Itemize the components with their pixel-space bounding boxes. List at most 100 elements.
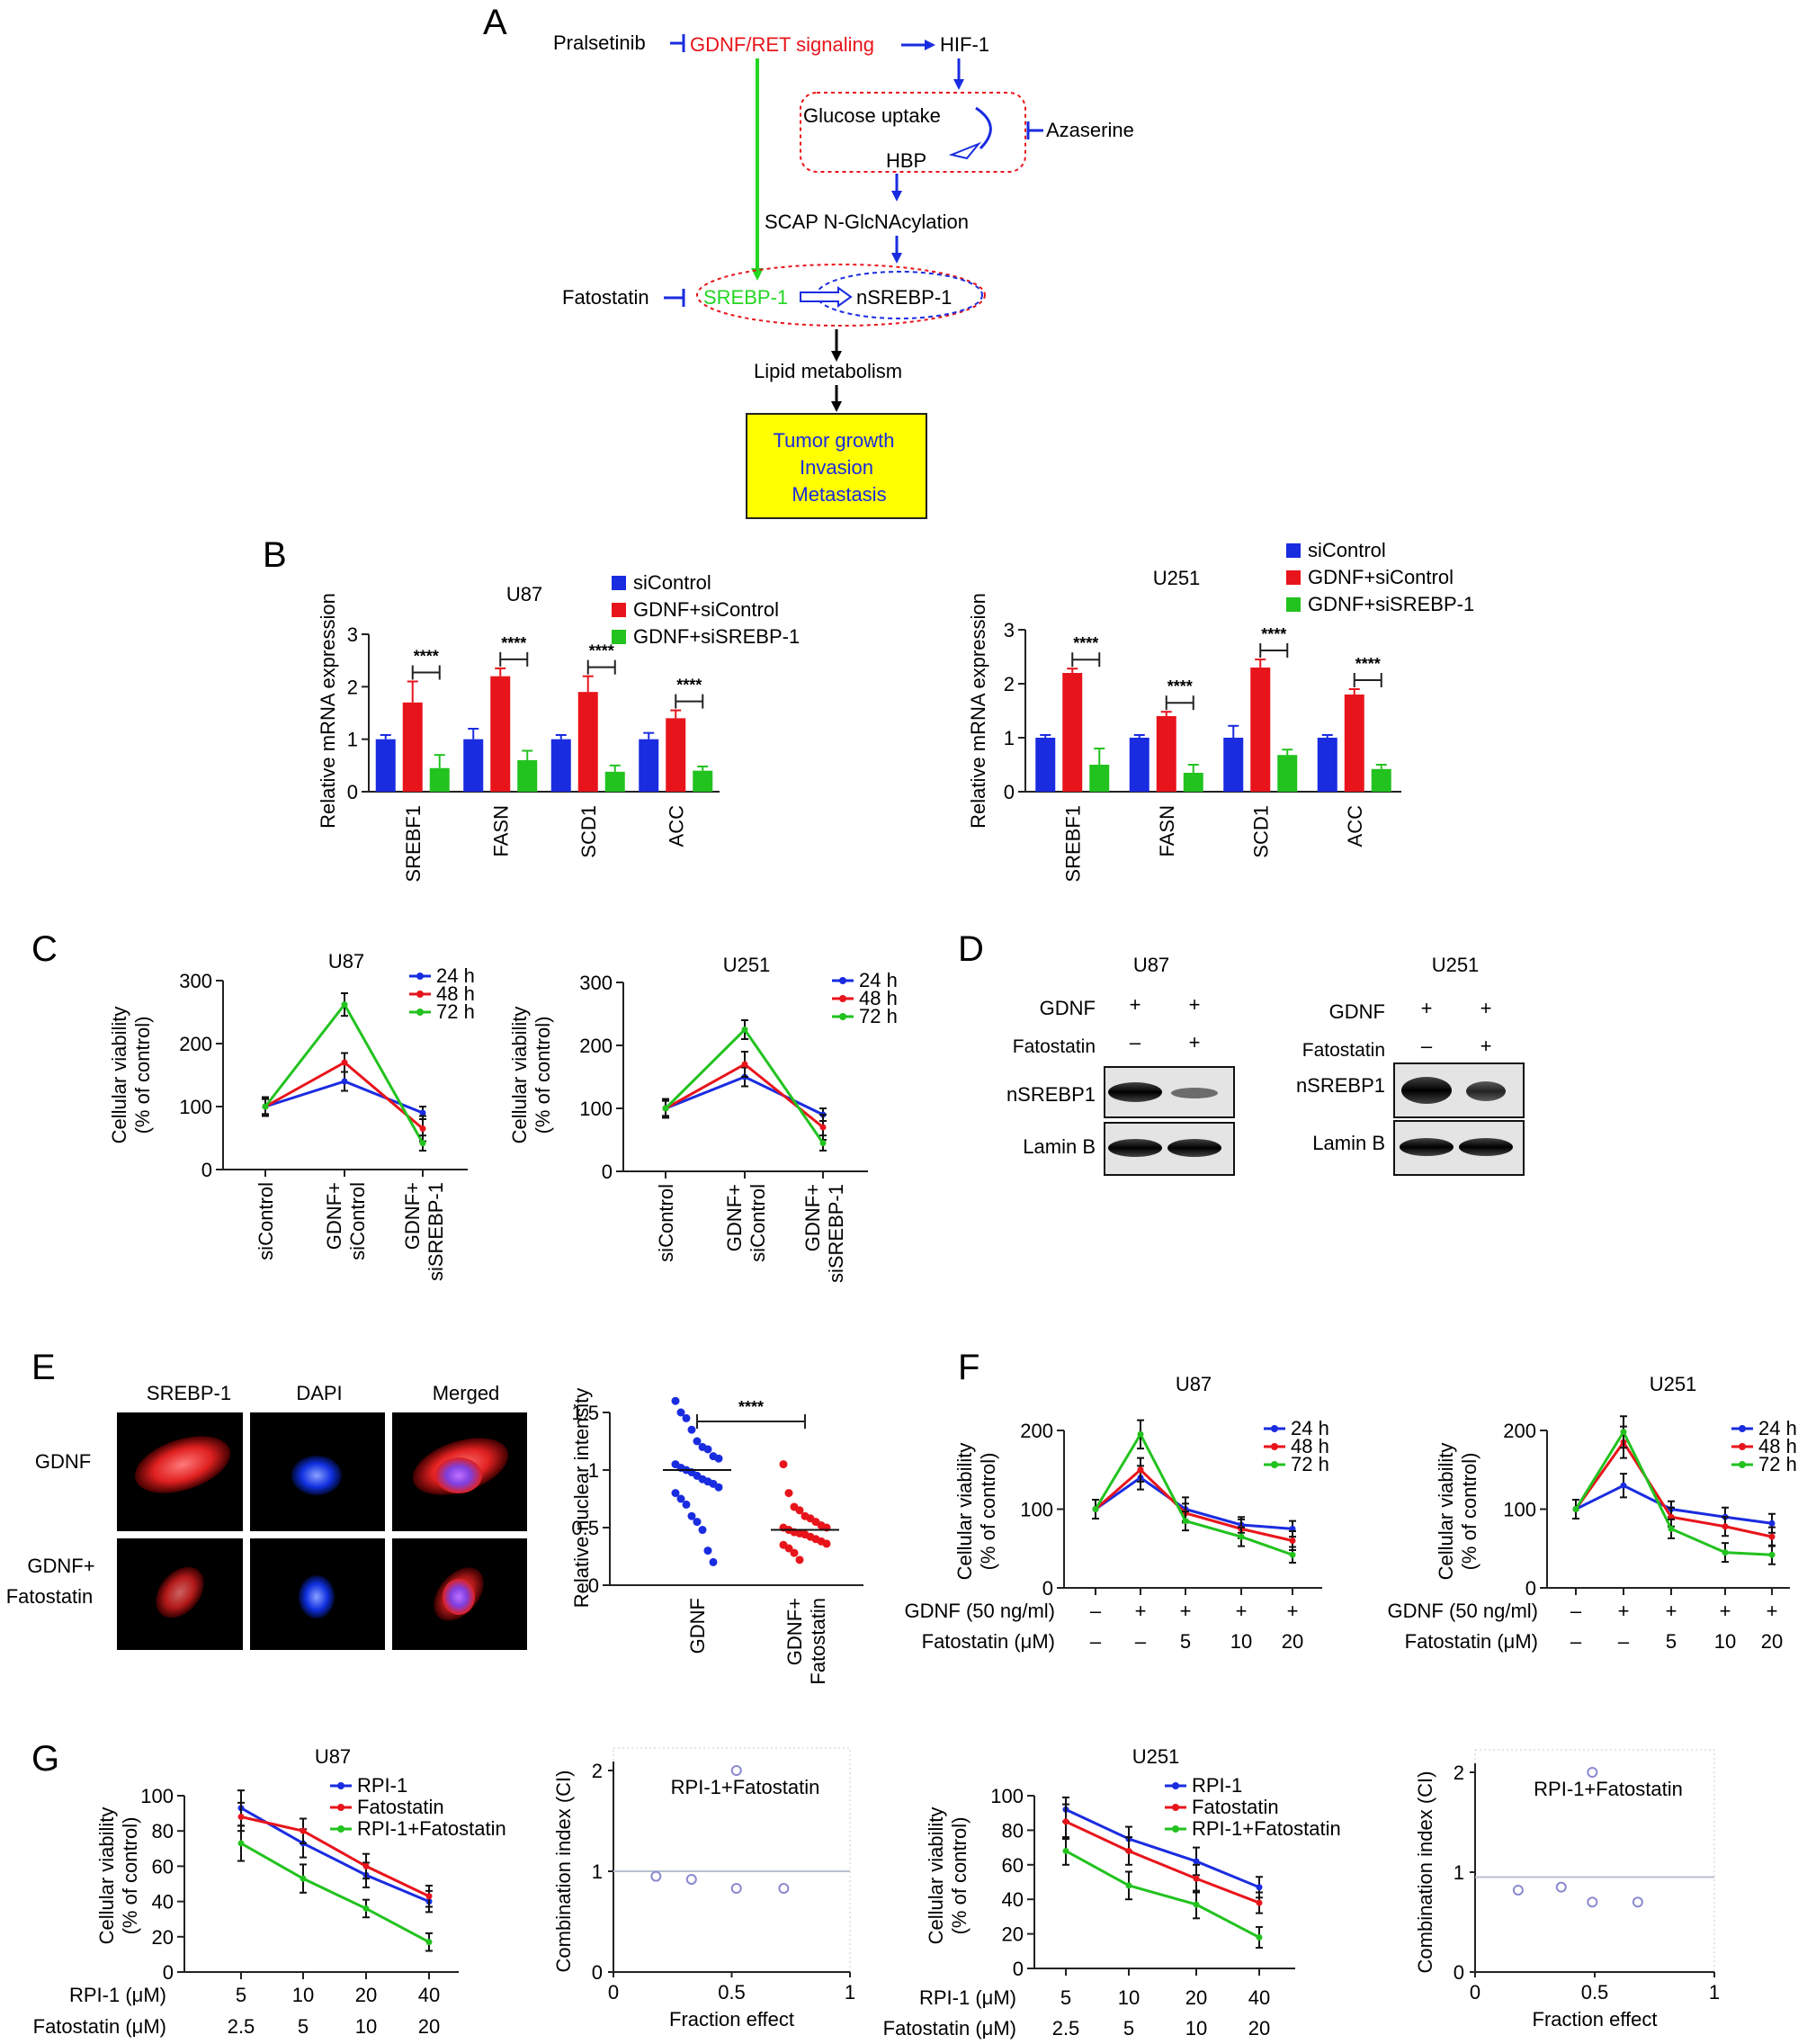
data-point [1256, 1899, 1263, 1906]
x-tick-label: siControl [655, 1184, 677, 1262]
x-tick-label: ACC [665, 805, 687, 847]
x-axis-label: Fraction effect [1533, 2008, 1658, 2031]
y-axis-label-line: (% of control) [948, 1817, 971, 1935]
condition-value: + [1180, 1600, 1192, 1622]
y-tick-label: 80 [152, 1820, 174, 1842]
y-tick-label: 80 [1002, 1819, 1024, 1842]
legend-label: 24 h [1758, 1417, 1797, 1439]
legend-marker [839, 995, 846, 1002]
chart-title: U87 [315, 1745, 351, 1768]
chart-title: U251 [1650, 1373, 1697, 1395]
bar-chart-b-u87: U87 Relative mRNA expression 0 1 2 3 **** SREBF… [317, 571, 800, 883]
blot-row-label-gdnf: GDNF [1329, 1000, 1385, 1023]
legend-swatch [612, 603, 626, 617]
data-point [671, 1396, 680, 1405]
outcome-box [746, 413, 927, 519]
data-point [425, 1893, 433, 1900]
condition-row-label: Fatostatin (μM) [1405, 1630, 1538, 1653]
series-line [240, 1815, 430, 1898]
condition-value: + [1236, 1600, 1248, 1622]
data-point [237, 1840, 245, 1847]
y-tick-label: 1 [588, 1459, 599, 1482]
legend-marker [1271, 1443, 1278, 1450]
significance-label: **** [414, 648, 439, 666]
x-tick-label: SCD1 [577, 805, 600, 858]
y-tick-label: 0 [1004, 781, 1015, 803]
scap-label: SCAP N-GlcNAcylation [765, 211, 969, 233]
bar [1317, 738, 1337, 792]
blot-sign: – [1130, 1031, 1141, 1053]
data-point [419, 1125, 426, 1132]
data-point [687, 1425, 696, 1434]
data-point [795, 1555, 804, 1564]
outcome-line-3: Metastasis [792, 483, 886, 506]
bar [666, 718, 686, 792]
bar [1183, 773, 1203, 792]
significance-label: **** [1167, 677, 1193, 695]
y-tick-label: 100 [140, 1785, 174, 1807]
x-tick-label: 0 [1470, 1981, 1480, 2004]
x-tick-label-text: GDNF+ [723, 1184, 746, 1251]
data-point [819, 1140, 827, 1146]
legend-label: GDNF+siSREBP-1 [633, 625, 800, 648]
y-tick-label: 0 [1525, 1577, 1536, 1600]
panel-label-a: A [483, 3, 507, 42]
data-point [341, 1059, 348, 1066]
condition-value: 5 [298, 2015, 309, 2038]
condition-value: 20 [1761, 1630, 1783, 1653]
bar-chart-b-u251: U251 Relative mRNA expression 0 1 2 3 **** SREB… [967, 539, 1474, 883]
legend-swatch [1286, 597, 1301, 612]
data-point [1572, 1506, 1579, 1512]
bar [639, 739, 659, 792]
y-axis-label: Cellular viability (% of control) [108, 1007, 154, 1144]
y-axis-label-line: (% of control) [977, 1453, 999, 1571]
series-line [240, 1842, 430, 1944]
x-tick-label: SREBF1 [1061, 805, 1084, 883]
y-axis-label: Cellular viability (% of control) [925, 1807, 971, 1945]
data-point [703, 1445, 712, 1454]
data-point [1289, 1537, 1296, 1544]
condition-value: 20 [1185, 1986, 1207, 2009]
y-tick-label: 0 [1454, 1961, 1464, 1984]
blot-sign: + [1189, 1031, 1201, 1053]
bar [1089, 765, 1110, 792]
y-axis-label-line: (% of control) [532, 1017, 554, 1134]
data-point [662, 1105, 669, 1112]
bar [402, 702, 423, 792]
y-tick-label: 1 [592, 1860, 603, 1883]
significance-label: **** [1355, 655, 1381, 673]
significance-label: **** [1073, 634, 1098, 652]
data-point [1722, 1523, 1729, 1530]
data-point [1555, 1881, 1567, 1893]
data-point [714, 1483, 723, 1492]
legend-marker [1271, 1425, 1278, 1432]
bar [429, 767, 450, 792]
y-axis-label-line: Cellular viability [108, 1007, 130, 1144]
y-tick-label: 2 [347, 676, 358, 698]
data-point [730, 1883, 742, 1895]
y-tick-label: 0 [1042, 1577, 1053, 1600]
col-header-merged: Merged [433, 1382, 500, 1404]
legend-marker [416, 1009, 424, 1016]
condition-row-label: Fatostatin (μM) [33, 2015, 166, 2038]
x-tick-label: GDNF+ siSREBP-1 [401, 1182, 447, 1281]
significance-label: **** [1261, 625, 1286, 643]
line-chart-g-u87: U87 Cellular viability (% of control) 0 20 40… [33, 1745, 506, 2038]
legend-label: RPI-1+Fatostatin [357, 1817, 506, 1840]
blot-band [1171, 1088, 1218, 1098]
data-point [1092, 1506, 1099, 1512]
significance-label: **** [738, 1398, 764, 1416]
y-axis-label-line: Relative mRNA expression [967, 593, 989, 829]
chart-title: U251 [1153, 567, 1201, 589]
y-tick-label: 3 [347, 623, 358, 646]
y-axis-label-line: Relative mRNA expression [317, 593, 339, 829]
condition-value: 20 [418, 2015, 440, 2038]
blot-sign: + [1421, 997, 1433, 1019]
blot-band-label-laminb: Lamin B [1312, 1132, 1385, 1154]
data-point [237, 1814, 245, 1821]
outcome-line-1: Tumor growth [774, 429, 895, 452]
condition-value: – [1618, 1630, 1630, 1653]
x-tick-label: 0.5 [1581, 1981, 1609, 2004]
y-axis-label: Cellular viability (% of control) [953, 1443, 999, 1581]
